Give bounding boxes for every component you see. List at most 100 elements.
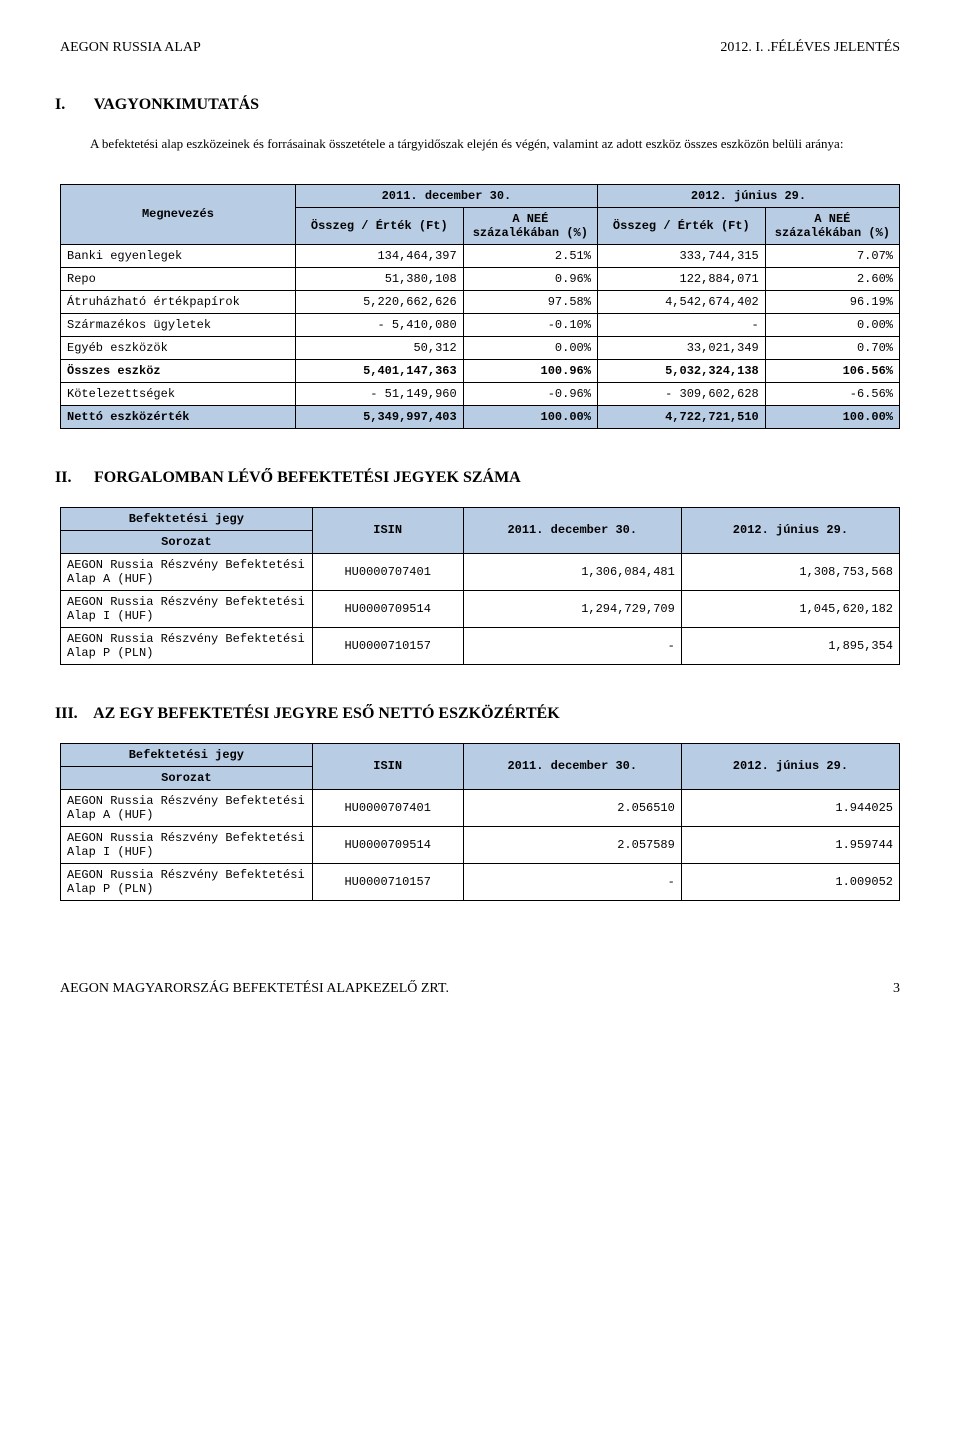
cell-isin: HU0000710157 (312, 627, 463, 664)
cell-pct2: 106.56% (765, 359, 899, 382)
cell-pct1: -0.96% (463, 382, 597, 405)
cell-d2: 1.944025 (681, 789, 899, 826)
cell-amt1: - 5,410,080 (295, 313, 463, 336)
cell-isin: HU0000707401 (312, 789, 463, 826)
header-right: 2012. I. .FÉLÉVES JELENTÉS (720, 40, 900, 56)
th-amt2: Összeg / Érték (Ft) (597, 207, 765, 244)
table-row: AEGON Russia Részvény Befektetési Alap I… (61, 826, 900, 863)
section-2-roman: II. (55, 469, 90, 487)
cell-amt2: - (597, 313, 765, 336)
table-row: Nettó eszközérték5,349,997,403100.00%4,7… (61, 405, 900, 428)
cell-pct2: 0.00% (765, 313, 899, 336)
th-name: Megnevezés (61, 184, 296, 244)
section-1-roman: I. (55, 96, 90, 114)
th-d1: 2011. december 30. (463, 507, 681, 553)
cell-label: AEGON Russia Részvény Befektetési Alap I… (61, 590, 313, 627)
th-d2-3: 2012. június 29. (681, 743, 899, 789)
cell-label: Banki egyenlegek (61, 244, 296, 267)
cell-amt2: 333,744,315 (597, 244, 765, 267)
cell-amt2: 122,884,071 (597, 267, 765, 290)
cell-pct1: 100.00% (463, 405, 597, 428)
cell-label: Összes eszköz (61, 359, 296, 382)
cell-label: Nettó eszközérték (61, 405, 296, 428)
cell-pct1: 97.58% (463, 290, 597, 313)
footer-left: AEGON MAGYARORSZÁG BEFEKTETÉSI ALAPKEZEL… (60, 981, 449, 997)
th-pct2: A NEÉ százalékában (%) (765, 207, 899, 244)
cell-label: Származékos ügyletek (61, 313, 296, 336)
section-1-title: I. VAGYONKIMUTATÁS (60, 96, 900, 114)
table-assets: Megnevezés 2011. december 30. 2012. júni… (60, 184, 900, 429)
th-pct1: A NEÉ százalékában (%) (463, 207, 597, 244)
cell-amt1: 5,220,662,626 (295, 290, 463, 313)
cell-d2: 1,045,620,182 (681, 590, 899, 627)
cell-pct1: -0.10% (463, 313, 597, 336)
section-3-text: AZ EGY BEFEKTETÉSI JEGYRE ESŐ NETTÓ ESZK… (93, 705, 560, 722)
cell-d2: 1,308,753,568 (681, 553, 899, 590)
cell-pct1: 2.51% (463, 244, 597, 267)
cell-pct2: 2.60% (765, 267, 899, 290)
cell-d1: 1,306,084,481 (463, 553, 681, 590)
th-d1-3: 2011. december 30. (463, 743, 681, 789)
cell-isin: HU0000709514 (312, 826, 463, 863)
footer-right: 3 (893, 981, 900, 997)
th-amt1: Összeg / Érték (Ft) (295, 207, 463, 244)
cell-pct1: 0.96% (463, 267, 597, 290)
cell-label: AEGON Russia Részvény Befektetési Alap A… (61, 553, 313, 590)
th-bj: Befektetési jegy (61, 507, 313, 530)
header-left: AEGON RUSSIA ALAP (60, 40, 201, 56)
table-row: Összes eszköz5,401,147,363100.96%5,032,3… (61, 359, 900, 382)
cell-d1: - (463, 863, 681, 900)
section-2-title: II. FORGALOMBAN LÉVŐ BEFEKTETÉSI JEGYEK … (60, 469, 900, 487)
cell-pct1: 100.96% (463, 359, 597, 382)
table-nav: Befektetési jegy ISIN 2011. december 30.… (60, 743, 900, 901)
cell-d2: 1.959744 (681, 826, 899, 863)
section-2-text: FORGALOMBAN LÉVŐ BEFEKTETÉSI JEGYEK SZÁM… (94, 469, 521, 486)
cell-pct1: 0.00% (463, 336, 597, 359)
cell-label: AEGON Russia Részvény Befektetési Alap P… (61, 863, 313, 900)
cell-isin: HU0000710157 (312, 863, 463, 900)
th-isin3: ISIN (312, 743, 463, 789)
cell-amt2: 5,032,324,138 (597, 359, 765, 382)
cell-pct2: 96.19% (765, 290, 899, 313)
cell-amt1: 51,380,108 (295, 267, 463, 290)
section-1-text: VAGYONKIMUTATÁS (94, 96, 259, 113)
cell-pct2: -6.56% (765, 382, 899, 405)
cell-d1: 2.056510 (463, 789, 681, 826)
cell-pct2: 100.00% (765, 405, 899, 428)
th-isin: ISIN (312, 507, 463, 553)
cell-d1: 2.057589 (463, 826, 681, 863)
cell-amt1: 5,349,997,403 (295, 405, 463, 428)
table-row: AEGON Russia Részvény Befektetési Alap P… (61, 863, 900, 900)
th-d2: 2012. június 29. (681, 507, 899, 553)
cell-amt2: 33,021,349 (597, 336, 765, 359)
cell-label: Kötelezettségek (61, 382, 296, 405)
cell-label: AEGON Russia Részvény Befektetési Alap I… (61, 826, 313, 863)
table-row: Átruházható értékpapírok5,220,662,62697.… (61, 290, 900, 313)
cell-pct2: 7.07% (765, 244, 899, 267)
table-row: Kötelezettségek- 51,149,960-0.96%- 309,6… (61, 382, 900, 405)
page-header: AEGON RUSSIA ALAP 2012. I. .FÉLÉVES JELE… (60, 40, 900, 56)
cell-label: AEGON Russia Részvény Befektetési Alap P… (61, 627, 313, 664)
th-date1: 2011. december 30. (295, 184, 597, 207)
section-1-intro: A befektetési alap eszközeinek és forrás… (90, 134, 900, 154)
cell-amt2: - 309,602,628 (597, 382, 765, 405)
table-row: Származékos ügyletek- 5,410,080-0.10%-0.… (61, 313, 900, 336)
cell-d2: 1.009052 (681, 863, 899, 900)
page-footer: AEGON MAGYARORSZÁG BEFEKTETÉSI ALAPKEZEL… (60, 981, 900, 997)
cell-label: Átruházható értékpapírok (61, 290, 296, 313)
cell-isin: HU0000709514 (312, 590, 463, 627)
table-row: Banki egyenlegek134,464,3972.51%333,744,… (61, 244, 900, 267)
cell-amt1: 50,312 (295, 336, 463, 359)
cell-amt1: - 51,149,960 (295, 382, 463, 405)
table-row: AEGON Russia Részvény Befektetési Alap A… (61, 553, 900, 590)
section-3-title: III. AZ EGY BEFEKTETÉSI JEGYRE ESŐ NETTÓ… (60, 705, 900, 723)
cell-label: Egyéb eszközök (61, 336, 296, 359)
th-sorozat: Sorozat (61, 530, 313, 553)
cell-amt1: 5,401,147,363 (295, 359, 463, 382)
table-row: AEGON Russia Részvény Befektetési Alap A… (61, 789, 900, 826)
cell-d2: 1,895,354 (681, 627, 899, 664)
cell-amt2: 4,722,721,510 (597, 405, 765, 428)
section-3-roman: III. (55, 705, 90, 723)
cell-d1: 1,294,729,709 (463, 590, 681, 627)
table-row: AEGON Russia Részvény Befektetési Alap P… (61, 627, 900, 664)
